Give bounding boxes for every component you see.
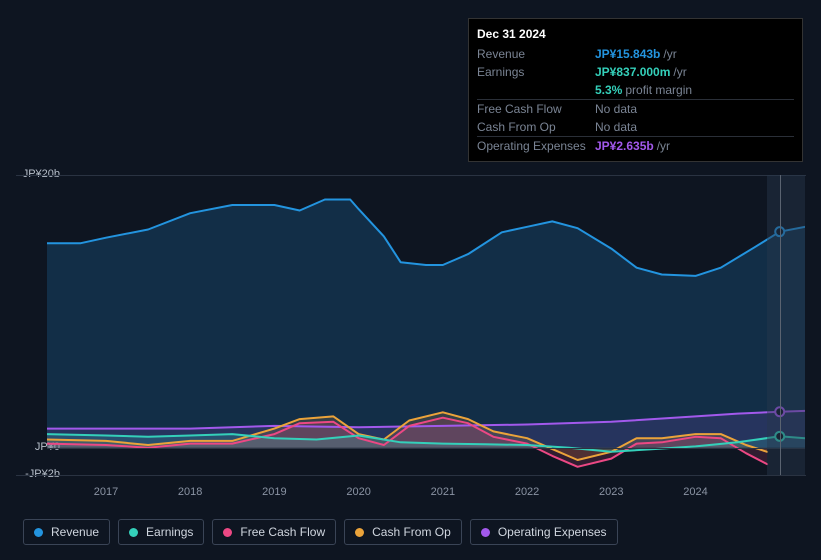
tooltip-label: Operating Expenses	[477, 139, 595, 153]
tooltip-row: Cash From OpNo data	[477, 118, 794, 136]
x-axis-label: 2018	[178, 486, 202, 498]
legend-label: Cash From Op	[372, 525, 451, 539]
axis-line-bottom	[16, 475, 806, 476]
legend-label: Operating Expenses	[498, 525, 607, 539]
tooltip-label: Cash From Op	[477, 120, 595, 134]
tooltip-suffix: /yr	[657, 139, 670, 153]
chart-tooltip: Dec 31 2024 RevenueJP¥15.843b/yrEarnings…	[468, 18, 803, 162]
gridline	[47, 448, 805, 449]
tooltip-label	[477, 83, 595, 97]
x-axis-label: 2023	[599, 486, 623, 498]
chart-legend: Revenue Earnings Free Cash Flow Cash From O…	[23, 519, 618, 545]
tooltip-label: Earnings	[477, 65, 595, 79]
x-axis-label: 2022	[515, 486, 539, 498]
x-axis-label: 2019	[262, 486, 286, 498]
tooltip-value: JP¥837.000m	[595, 65, 670, 79]
tooltip-row: Operating ExpensesJP¥2.635b/yr	[477, 136, 794, 155]
tooltip-row: RevenueJP¥15.843b/yr	[477, 45, 794, 63]
legend-item-cash_from_op[interactable]: Cash From Op	[344, 519, 462, 545]
tooltip-suffix: /yr	[663, 47, 676, 61]
tooltip-value: 5.3%	[595, 83, 622, 97]
legend-label: Free Cash Flow	[240, 525, 325, 539]
x-axis-label: 2020	[346, 486, 370, 498]
x-axis-label: 2017	[94, 486, 118, 498]
legend-dot-icon	[223, 528, 232, 537]
chart-fade	[805, 175, 821, 475]
x-axis-label: 2024	[683, 486, 707, 498]
tooltip-row: Free Cash FlowNo data	[477, 99, 794, 118]
legend-dot-icon	[129, 528, 138, 537]
financials-chart[interactable]	[47, 175, 805, 475]
tooltip-label: Free Cash Flow	[477, 102, 595, 116]
series-area-revenue	[47, 200, 805, 448]
legend-item-free_cash_flow[interactable]: Free Cash Flow	[212, 519, 336, 545]
tooltip-nodata: No data	[595, 102, 637, 116]
tooltip-row: 5.3%profit margin	[477, 81, 794, 99]
tooltip-label: Revenue	[477, 47, 595, 61]
legend-label: Revenue	[51, 525, 99, 539]
legend-dot-icon	[355, 528, 364, 537]
tooltip-date: Dec 31 2024	[477, 25, 794, 45]
x-axis-label: 2021	[431, 486, 455, 498]
tooltip-suffix: /yr	[673, 65, 686, 79]
tooltip-row: EarningsJP¥837.000m/yr	[477, 63, 794, 81]
legend-dot-icon	[34, 528, 43, 537]
tooltip-nodata: No data	[595, 120, 637, 134]
legend-item-operating_expenses[interactable]: Operating Expenses	[470, 519, 618, 545]
legend-item-revenue[interactable]: Revenue	[23, 519, 110, 545]
tooltip-value: JP¥2.635b	[595, 139, 654, 153]
legend-dot-icon	[481, 528, 490, 537]
hover-line	[780, 175, 781, 475]
legend-label: Earnings	[146, 525, 193, 539]
tooltip-suffix: profit margin	[625, 83, 692, 97]
legend-item-earnings[interactable]: Earnings	[118, 519, 204, 545]
tooltip-value: JP¥15.843b	[595, 47, 660, 61]
